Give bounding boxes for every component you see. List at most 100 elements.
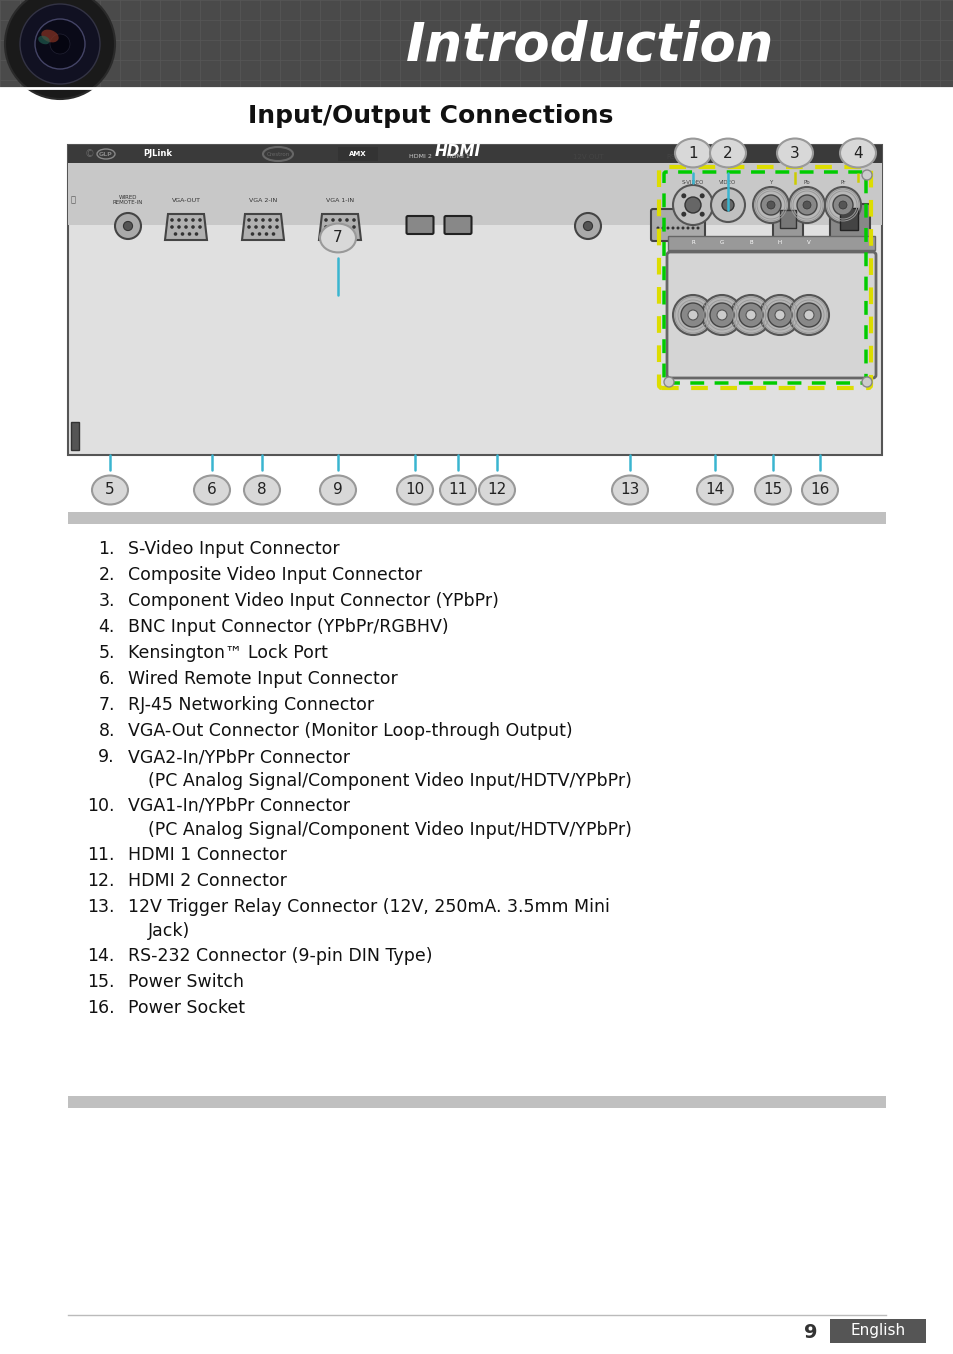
Circle shape — [824, 187, 861, 223]
Circle shape — [687, 310, 698, 320]
Circle shape — [666, 226, 669, 229]
Text: PJLink: PJLink — [143, 149, 172, 158]
Circle shape — [656, 226, 659, 229]
Circle shape — [261, 218, 265, 222]
Text: 5: 5 — [105, 482, 114, 497]
Circle shape — [184, 225, 188, 229]
Text: 5.: 5. — [98, 645, 115, 662]
Ellipse shape — [801, 475, 837, 505]
Circle shape — [177, 225, 181, 229]
Ellipse shape — [319, 223, 355, 252]
Ellipse shape — [612, 475, 647, 505]
Circle shape — [257, 232, 261, 236]
Text: HDMI 1 Connector: HDMI 1 Connector — [128, 846, 287, 864]
Circle shape — [717, 310, 726, 320]
Bar — [68, 145, 882, 162]
Text: Power Socket: Power Socket — [128, 999, 245, 1017]
Text: RJ-45 Networking Connector: RJ-45 Networking Connector — [128, 696, 374, 714]
Circle shape — [331, 218, 335, 222]
Text: VGA-OUT: VGA-OUT — [172, 198, 200, 203]
Circle shape — [5, 0, 115, 99]
Text: HDMI: HDMI — [435, 145, 480, 160]
Circle shape — [272, 232, 275, 236]
Bar — [71, 422, 79, 450]
Circle shape — [338, 225, 341, 229]
Text: Composite Video Input Connector: Composite Video Input Connector — [128, 566, 421, 584]
Circle shape — [680, 226, 684, 229]
Text: 3: 3 — [789, 145, 799, 161]
Circle shape — [170, 218, 173, 222]
Circle shape — [123, 222, 132, 230]
Circle shape — [796, 195, 816, 215]
Text: S-Video Input Connector: S-Video Input Connector — [128, 540, 339, 558]
FancyBboxPatch shape — [650, 209, 704, 241]
Circle shape — [198, 218, 202, 222]
Ellipse shape — [754, 475, 790, 505]
Text: (PC Analog Signal/Component Video Input/HDTV/YPbPr): (PC Analog Signal/Component Video Input/… — [148, 772, 631, 789]
Bar — [772, 204, 802, 240]
Text: 2.: 2. — [98, 566, 115, 584]
Circle shape — [191, 225, 194, 229]
Text: 8: 8 — [257, 482, 267, 497]
Text: 12V OUT: 12V OUT — [572, 154, 602, 160]
Text: VGA2-In/YPbPr Connector: VGA2-In/YPbPr Connector — [128, 747, 350, 766]
Circle shape — [583, 222, 592, 230]
Circle shape — [699, 194, 704, 198]
Circle shape — [663, 376, 673, 387]
Text: 7.: 7. — [98, 696, 115, 714]
Circle shape — [247, 218, 251, 222]
Circle shape — [710, 188, 744, 222]
Circle shape — [261, 225, 265, 229]
Text: Power Switch: Power Switch — [128, 974, 244, 991]
Ellipse shape — [38, 35, 50, 45]
Circle shape — [184, 218, 188, 222]
Text: Pb: Pb — [802, 180, 809, 184]
Text: 3.: 3. — [98, 592, 115, 611]
Text: 9: 9 — [333, 482, 342, 497]
Circle shape — [274, 225, 278, 229]
Circle shape — [796, 303, 821, 328]
Circle shape — [739, 303, 762, 328]
Ellipse shape — [840, 138, 875, 168]
Text: 15: 15 — [762, 482, 781, 497]
Text: 12: 12 — [487, 482, 506, 497]
Circle shape — [680, 211, 685, 217]
Text: VGA 2-IN: VGA 2-IN — [249, 198, 276, 203]
Circle shape — [268, 225, 272, 229]
Text: 9: 9 — [803, 1323, 817, 1343]
Text: BNC Input Connector (YPbPr/RGBHV): BNC Input Connector (YPbPr/RGBHV) — [128, 617, 448, 636]
Bar — [829, 204, 869, 242]
Ellipse shape — [193, 475, 230, 505]
Text: B: B — [748, 241, 752, 245]
Circle shape — [752, 187, 788, 223]
Text: VIDEO: VIDEO — [719, 180, 736, 184]
Circle shape — [338, 218, 341, 222]
Circle shape — [672, 295, 712, 334]
Circle shape — [696, 226, 699, 229]
Text: 12V Trigger Relay Connector (12V, 250mA. 3.5mm Mini: 12V Trigger Relay Connector (12V, 250mA.… — [128, 898, 609, 917]
Bar — [337, 148, 377, 161]
Text: 9.: 9. — [98, 747, 115, 766]
Text: GLP: GLP — [99, 152, 112, 157]
Circle shape — [247, 225, 251, 229]
FancyBboxPatch shape — [406, 217, 433, 234]
Text: S-VIDEO: S-VIDEO — [681, 180, 703, 184]
Circle shape — [274, 218, 278, 222]
Text: Introduction: Introduction — [405, 20, 773, 72]
Circle shape — [50, 34, 70, 54]
Circle shape — [760, 195, 781, 215]
Circle shape — [767, 303, 791, 328]
Text: 6.: 6. — [98, 670, 115, 688]
Circle shape — [680, 303, 704, 328]
Bar — [68, 145, 882, 225]
Circle shape — [730, 295, 770, 334]
Circle shape — [268, 218, 272, 222]
Circle shape — [188, 232, 192, 236]
Text: R: R — [690, 241, 694, 245]
Bar — [0, 0, 953, 88]
Circle shape — [838, 200, 846, 209]
Circle shape — [345, 225, 349, 229]
Text: HDMI 2 Connector: HDMI 2 Connector — [128, 872, 287, 890]
Circle shape — [335, 232, 338, 236]
Circle shape — [251, 232, 254, 236]
